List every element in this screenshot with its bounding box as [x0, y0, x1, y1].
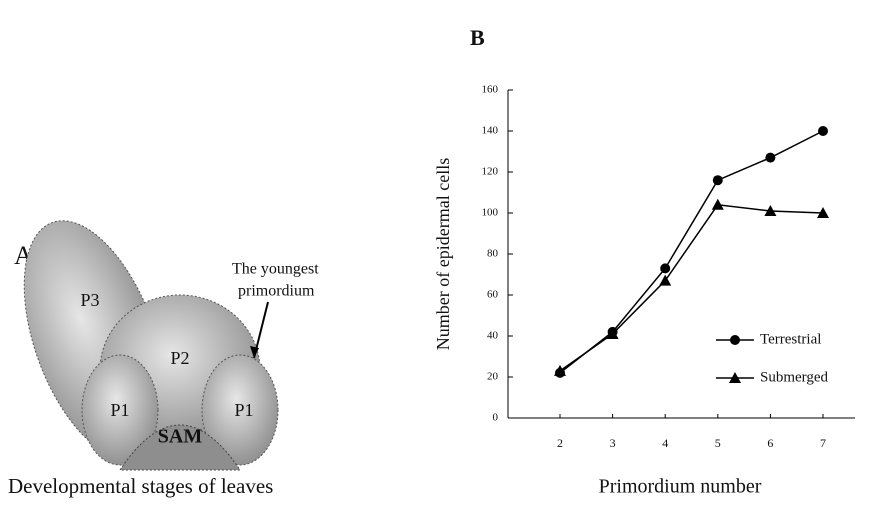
data-point — [660, 263, 670, 273]
region-label: P3 — [80, 290, 99, 310]
y-axis-label: Number of epidermal cells — [433, 158, 453, 350]
caption: Developmental stages of leaves — [8, 474, 273, 498]
data-point — [713, 175, 723, 185]
y-tick-label: 20 — [487, 371, 499, 383]
data-point — [765, 153, 775, 163]
x-tick-label: 2 — [557, 436, 563, 450]
x-axis-label: Primordium number — [599, 476, 762, 498]
panel-a: A P3 P2 P1 P1 SAM The youngest primordiu… — [0, 202, 319, 498]
x-tick-label: 5 — [715, 436, 721, 450]
data-point — [659, 275, 671, 286]
y-tick-label: 140 — [482, 125, 499, 137]
y-tick-label: 80 — [487, 248, 499, 260]
legend-marker — [730, 335, 740, 345]
y-tick-label: 160 — [482, 84, 499, 96]
region-label: P2 — [170, 348, 189, 368]
x-tick-label: 4 — [662, 436, 668, 450]
region-label: P1 — [110, 400, 129, 420]
x-tick-label: 7 — [820, 436, 826, 450]
page: {"panel_a": {"label": "A", "regions": ["… — [0, 0, 869, 507]
y-tick-label: 0 — [493, 412, 499, 424]
y-tick-label: 40 — [487, 330, 499, 342]
y-tick-label: 120 — [482, 166, 499, 178]
y-tick-label: 100 — [482, 207, 499, 219]
annotation: The youngest — [232, 261, 319, 278]
region-label: P1 — [234, 400, 253, 420]
region-label: SAM — [158, 426, 203, 448]
data-point — [818, 126, 828, 136]
figure: A P3 P2 P1 P1 SAM The youngest primordiu… — [0, 0, 869, 502]
panel-b: B Primordium number Number of epidermal … — [433, 25, 855, 498]
x-tick-label: 3 — [610, 436, 616, 450]
data-point — [712, 199, 724, 210]
x-tick-label: 6 — [767, 436, 773, 450]
legend-label: Terrestrial — [760, 331, 821, 347]
legend-label: Submerged — [760, 369, 829, 385]
panel-label: B — [470, 25, 485, 50]
annotation: primordium — [238, 283, 315, 300]
y-tick-label: 60 — [487, 289, 499, 301]
